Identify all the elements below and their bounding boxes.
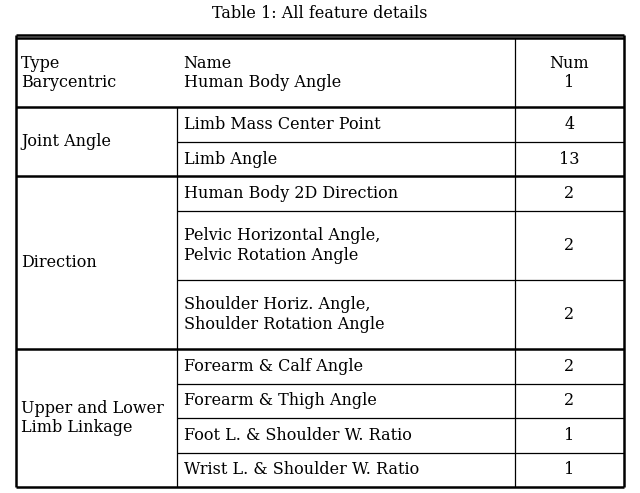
Text: Limb Angle: Limb Angle	[184, 151, 276, 168]
Text: 1: 1	[564, 461, 575, 478]
Text: 2: 2	[564, 306, 574, 323]
Text: 2: 2	[564, 185, 574, 202]
Text: Limb Mass Center Point: Limb Mass Center Point	[184, 116, 380, 133]
Text: Shoulder Horiz. Angle,
Shoulder Rotation Angle: Shoulder Horiz. Angle, Shoulder Rotation…	[184, 296, 384, 333]
Text: Joint Angle: Joint Angle	[21, 134, 111, 150]
Text: 2: 2	[564, 358, 574, 375]
Text: Type
Barycentric: Type Barycentric	[21, 55, 116, 91]
Text: Num
1: Num 1	[550, 55, 589, 91]
Text: 1: 1	[564, 427, 575, 444]
Text: Foot L. & Shoulder W. Ratio: Foot L. & Shoulder W. Ratio	[184, 427, 412, 444]
Text: Pelvic Horizontal Angle,
Pelvic Rotation Angle: Pelvic Horizontal Angle, Pelvic Rotation…	[184, 227, 380, 264]
Text: Wrist L. & Shoulder W. Ratio: Wrist L. & Shoulder W. Ratio	[184, 461, 419, 478]
Text: 13: 13	[559, 151, 580, 168]
Text: Name
Human Body Angle: Name Human Body Angle	[184, 55, 340, 91]
Text: Human Body 2D Direction: Human Body 2D Direction	[184, 185, 397, 202]
Text: Upper and Lower
Limb Linkage: Upper and Lower Limb Linkage	[21, 400, 164, 436]
Text: 4: 4	[564, 116, 574, 133]
Text: 2: 2	[564, 237, 574, 254]
Text: Direction: Direction	[21, 254, 97, 271]
Text: 2: 2	[564, 392, 574, 409]
Text: Table 1: All feature details: Table 1: All feature details	[212, 5, 428, 22]
Text: Forearm & Calf Angle: Forearm & Calf Angle	[184, 358, 363, 375]
Text: Forearm & Thigh Angle: Forearm & Thigh Angle	[184, 392, 376, 409]
